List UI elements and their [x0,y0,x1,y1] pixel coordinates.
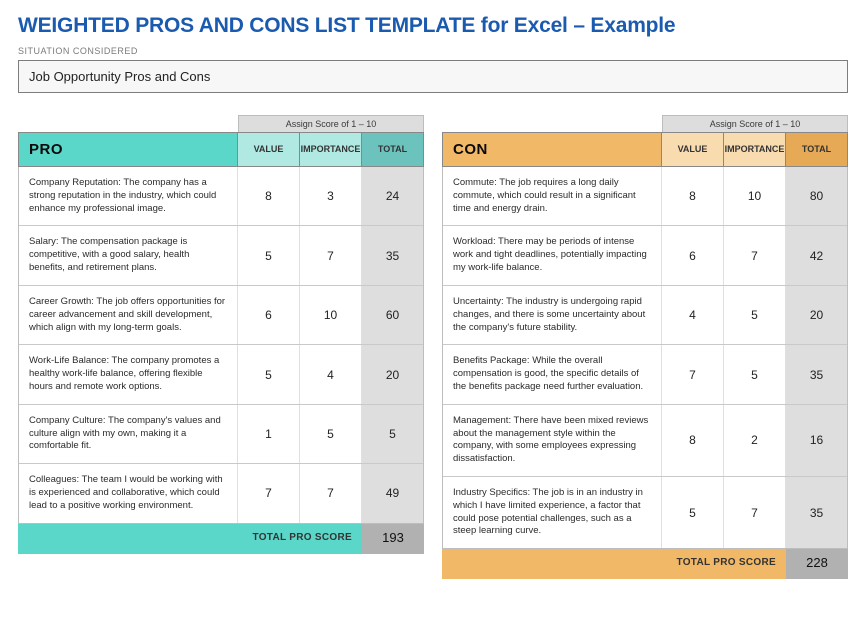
assign-label-pro: Assign Score of 1 – 10 [238,115,424,132]
table-row: Benefits Package: While the overall comp… [443,345,847,404]
con-total-value: 228 [786,549,848,579]
col-value: VALUE [237,133,299,166]
row-value[interactable]: 8 [661,405,723,476]
row-value[interactable]: 4 [661,286,723,344]
row-importance[interactable]: 7 [299,464,361,522]
table-row: Work-Life Balance: The company promotes … [19,345,423,404]
row-importance[interactable]: 3 [299,167,361,225]
row-total: 80 [785,167,847,225]
row-importance[interactable]: 5 [723,286,785,344]
pro-heading: PRO [19,133,237,166]
row-value[interactable]: 5 [661,477,723,548]
row-importance[interactable]: 5 [723,345,785,403]
row-importance[interactable]: 5 [299,405,361,463]
row-value[interactable]: 8 [237,167,299,225]
table-row: Colleagues: The team I would be working … [19,464,423,522]
row-importance[interactable]: 7 [299,226,361,284]
con-heading: CON [443,133,661,166]
col-total: TOTAL [361,133,423,166]
page-title: WEIGHTED PROS AND CONS LIST TEMPLATE for… [18,14,848,38]
row-description[interactable]: Industry Specifics: The job is in an ind… [443,477,661,548]
row-value[interactable]: 5 [237,345,299,403]
row-importance[interactable]: 2 [723,405,785,476]
row-value[interactable]: 5 [237,226,299,284]
row-value[interactable]: 8 [661,167,723,225]
table-row: Uncertainty: The industry is undergoing … [443,286,847,345]
con-body: Commute: The job requires a long daily c… [442,167,848,549]
row-description[interactable]: Colleagues: The team I would be working … [19,464,237,522]
con-total-label: TOTAL PRO SCORE [442,549,786,579]
row-total: 16 [785,405,847,476]
col-importance: IMPORTANCE [299,133,361,166]
pro-body: Company Reputation: The company has a st… [18,167,424,524]
row-description[interactable]: Company Culture: The company's values an… [19,405,237,463]
table-row: Company Reputation: The company has a st… [19,167,423,226]
row-total: 24 [361,167,423,225]
row-total: 5 [361,405,423,463]
row-total: 60 [361,286,423,344]
row-description[interactable]: Commute: The job requires a long daily c… [443,167,661,225]
row-total: 20 [361,345,423,403]
con-panel: Assign Score of 1 – 10 CON VALUE IMPORTA… [442,115,848,579]
row-importance[interactable]: 7 [723,226,785,284]
section-label: SITUATION CONSIDERED [18,46,848,56]
assign-label-con: Assign Score of 1 – 10 [662,115,848,132]
table-row: Company Culture: The company's values an… [19,405,423,464]
row-description[interactable]: Workload: There may be periods of intens… [443,226,661,284]
row-importance[interactable]: 7 [723,477,785,548]
row-description[interactable]: Career Growth: The job offers opportunit… [19,286,237,344]
row-value[interactable]: 1 [237,405,299,463]
row-description[interactable]: Management: There have been mixed review… [443,405,661,476]
table-row: Workload: There may be periods of intens… [443,226,847,285]
col-total: TOTAL [785,133,847,166]
row-total: 42 [785,226,847,284]
pro-panel: Assign Score of 1 – 10 PRO VALUE IMPORTA… [18,115,424,579]
col-importance: IMPORTANCE [723,133,785,166]
pro-total-label: TOTAL PRO SCORE [18,524,362,554]
row-importance[interactable]: 10 [723,167,785,225]
row-value[interactable]: 6 [661,226,723,284]
row-value[interactable]: 7 [237,464,299,522]
row-description[interactable]: Company Reputation: The company has a st… [19,167,237,225]
row-total: 35 [785,345,847,403]
pro-total-value: 193 [362,524,424,554]
row-importance[interactable]: 10 [299,286,361,344]
row-value[interactable]: 6 [237,286,299,344]
row-description[interactable]: Work-Life Balance: The company promotes … [19,345,237,403]
row-description[interactable]: Salary: The compensation package is comp… [19,226,237,284]
row-description[interactable]: Uncertainty: The industry is undergoing … [443,286,661,344]
table-row: Career Growth: The job offers opportunit… [19,286,423,345]
table-row: Salary: The compensation package is comp… [19,226,423,285]
row-total: 49 [361,464,423,522]
table-row: Industry Specifics: The job is in an ind… [443,477,847,548]
row-description[interactable]: Benefits Package: While the overall comp… [443,345,661,403]
table-row: Commute: The job requires a long daily c… [443,167,847,226]
situation-input[interactable]: Job Opportunity Pros and Cons [18,60,848,93]
row-value[interactable]: 7 [661,345,723,403]
row-importance[interactable]: 4 [299,345,361,403]
col-value: VALUE [661,133,723,166]
row-total: 20 [785,286,847,344]
row-total: 35 [361,226,423,284]
table-row: Management: There have been mixed review… [443,405,847,477]
row-total: 35 [785,477,847,548]
